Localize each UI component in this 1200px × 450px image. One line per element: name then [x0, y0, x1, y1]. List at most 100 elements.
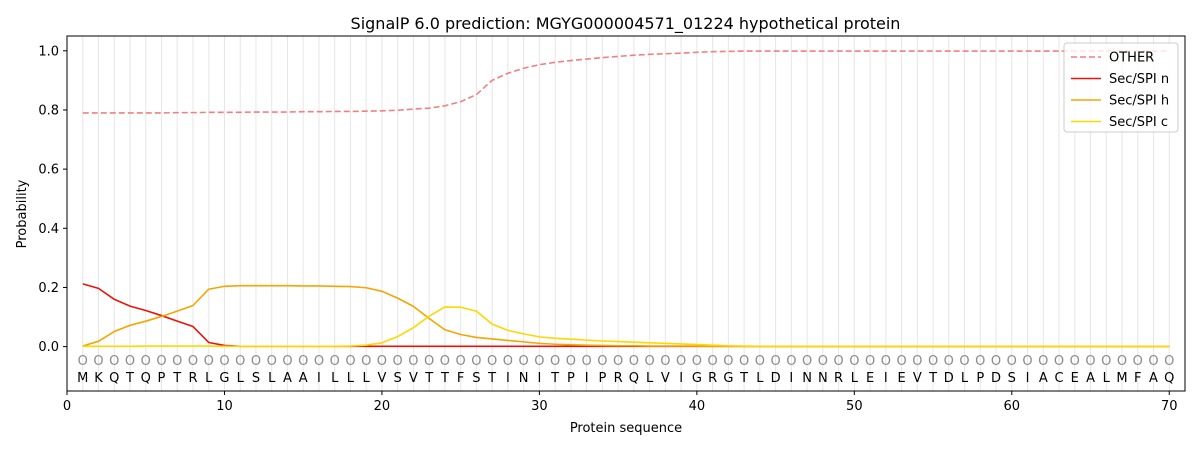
residue-marker: O [645, 354, 655, 369]
plot-area-frame [66, 35, 1186, 392]
residue-label: C [1054, 371, 1063, 386]
sequence-markers: OMOKOQOTOQOPOTOROLOGOLOSOLOAOAOIOLOLOLOV… [77, 354, 1174, 386]
residue-marker: O [1038, 354, 1048, 369]
residue-marker: O [739, 354, 749, 369]
residue-marker: O [519, 354, 529, 369]
residue-label: D [991, 371, 1001, 386]
residue-label: G [219, 371, 229, 386]
residue-marker: O [314, 354, 324, 369]
y-axis-ticks: 0.0 0.2 0.4 0.6 0.8 1.0 [38, 44, 67, 355]
residue-marker: O [440, 354, 450, 369]
legend-label: Sec/SPI c [1109, 115, 1168, 130]
residue-marker: O [676, 354, 686, 369]
residue-marker: O [566, 354, 576, 369]
residue-label: Q [1164, 371, 1174, 386]
residue-marker: O [172, 354, 182, 369]
grid-layer [82, 36, 1170, 391]
residue-marker: O [78, 354, 88, 369]
residue-marker: O [912, 354, 922, 369]
residue-marker: O [408, 354, 418, 369]
residue-label: V [661, 371, 670, 386]
residue-label: P [976, 371, 984, 386]
residue-marker: O [1054, 354, 1064, 369]
residue-marker: O [487, 354, 497, 369]
legend-label: Sec/SPI n [1109, 72, 1169, 87]
y-tick-label: 0.2 [38, 281, 59, 296]
residue-label: V [409, 371, 418, 386]
residue-marker: O [802, 354, 812, 369]
residue-label: K [94, 371, 103, 386]
x-tick-label: 40 [689, 399, 706, 414]
residue-label: T [487, 371, 496, 386]
residue-marker: O [141, 354, 151, 369]
residue-label: E [1071, 371, 1079, 386]
residue-label: T [125, 371, 134, 386]
residue-label: A [1149, 371, 1158, 386]
y-tick-label: 0.4 [38, 222, 59, 237]
residue-marker: O [849, 354, 859, 369]
residue-label: A [1039, 371, 1048, 386]
residue-label: V [913, 371, 922, 386]
residue-label: T [172, 371, 181, 386]
residue-marker: O [534, 354, 544, 369]
residue-label: Q [141, 371, 151, 386]
residue-marker: O [282, 354, 292, 369]
residue-label: E [897, 371, 905, 386]
y-tick-label: 0.6 [38, 163, 59, 178]
residue-label: L [268, 371, 276, 386]
residue-marker: O [660, 354, 670, 369]
residue-label: F [1134, 371, 1141, 386]
residue-marker: O [330, 354, 340, 369]
residue-label: I [317, 371, 321, 386]
residue-marker: O [692, 354, 702, 369]
legend-label: Sec/SPI h [1109, 94, 1169, 109]
residue-label: Q [629, 371, 639, 386]
residue-label: T [424, 371, 433, 386]
residue-marker: O [755, 354, 765, 369]
residue-label: I [884, 371, 888, 386]
residue-marker: O [707, 354, 717, 369]
residue-label: E [866, 371, 874, 386]
series-line-other [82, 50, 1170, 114]
residue-label: A [299, 371, 308, 386]
x-tick-label: 20 [374, 399, 391, 414]
residue-label: I [537, 371, 541, 386]
residue-label: L [237, 371, 245, 386]
residue-label: A [283, 371, 292, 386]
residue-label: T [928, 371, 937, 386]
residue-label: L [756, 371, 764, 386]
residue-label: F [457, 371, 464, 386]
residue-label: T [440, 371, 449, 386]
series-line-sec-spi-n [82, 283, 1170, 348]
series-line-sec-spi-h [82, 284, 1170, 348]
residue-marker: O [251, 354, 261, 369]
chart-title: SignalP 6.0 prediction: MGYG000004571_01… [351, 14, 901, 34]
residue-marker: O [723, 354, 733, 369]
residue-marker: O [1164, 354, 1174, 369]
x-axis-ticks: 0 10 20 30 40 50 60 70 [63, 391, 1178, 414]
x-tick-label: 0 [63, 399, 71, 414]
residue-label: S [1008, 371, 1016, 386]
residue-label: R [188, 371, 197, 386]
residue-marker: O [267, 354, 277, 369]
residue-label: D [771, 371, 781, 386]
residue-marker: O [629, 354, 639, 369]
residue-marker: O [125, 354, 135, 369]
residue-marker: O [865, 354, 875, 369]
x-axis-label: Protein sequence [570, 421, 682, 436]
residue-label: V [377, 371, 386, 386]
residue-marker: O [582, 354, 592, 369]
residue-marker: O [1070, 354, 1080, 369]
residue-label: S [252, 371, 260, 386]
series-line-sec-spi-c [82, 306, 1170, 348]
residue-marker: O [1117, 354, 1127, 369]
residue-marker: O [944, 354, 954, 369]
residue-marker: O [975, 354, 985, 369]
residue-marker: O [188, 354, 198, 369]
legend-box [1063, 42, 1179, 133]
residue-marker: O [377, 354, 387, 369]
x-tick-label: 60 [1004, 399, 1021, 414]
y-tick-label: 0.8 [38, 103, 59, 118]
y-tick-label: 1.0 [38, 44, 59, 59]
